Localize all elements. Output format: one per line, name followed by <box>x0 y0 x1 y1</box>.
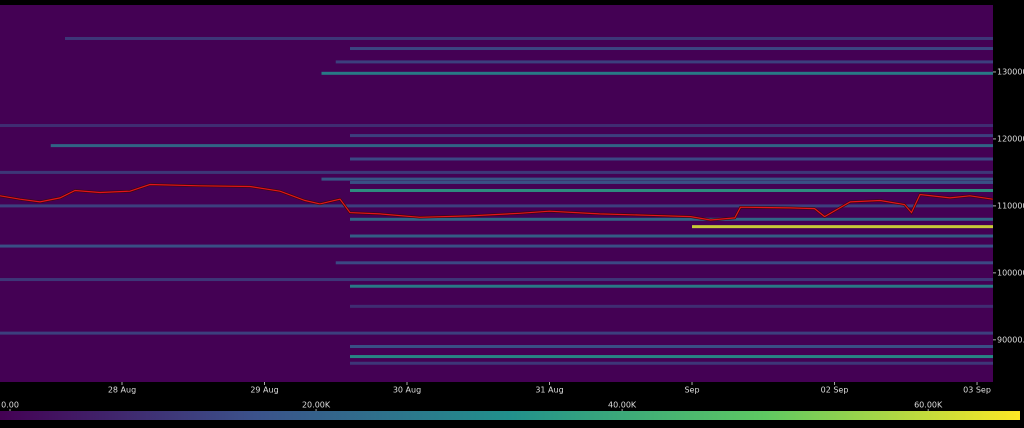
heat-band <box>350 355 993 359</box>
heat-band <box>0 124 993 128</box>
heat-band <box>0 204 993 208</box>
heat-band <box>0 278 993 282</box>
heat-band <box>335 60 994 64</box>
heat-band <box>50 144 993 148</box>
colorbar-label: 40.00K <box>608 401 637 410</box>
heat-band <box>350 47 993 51</box>
heat-band <box>321 177 994 181</box>
y-tick-label: 130000.0 <box>997 67 1024 76</box>
heat-band <box>350 217 993 221</box>
colorbar-label: 20.00K <box>302 401 331 410</box>
x-tick-label: 28 Aug <box>108 386 136 395</box>
heat-band <box>0 244 993 248</box>
x-tick-label: Sep <box>684 386 699 395</box>
heat-band <box>350 345 993 349</box>
heat-band <box>350 188 993 192</box>
heat-band <box>350 304 993 308</box>
y-tick-label: 110000.0 <box>997 201 1024 210</box>
heat-band <box>350 157 993 161</box>
heat-band <box>64 36 993 40</box>
heat-band <box>321 71 994 75</box>
heat-band <box>0 331 993 335</box>
heat-band <box>350 134 993 138</box>
x-tick-label: 02 Sep <box>821 386 849 395</box>
x-tick-label: 03 Sep <box>963 386 991 395</box>
heat-band <box>350 361 993 365</box>
heat-band <box>350 284 993 288</box>
heat-band <box>692 225 993 229</box>
y-tick-label: 120000.0 <box>997 134 1024 143</box>
colorbar-label: 60.00K <box>914 401 943 410</box>
heat-band <box>335 261 994 265</box>
heat-band <box>0 170 993 174</box>
colorbar-label: 0.00 <box>1 401 19 410</box>
colorbar <box>0 411 1020 420</box>
price-line <box>0 183 993 221</box>
heat-band <box>350 180 993 184</box>
plot-area <box>0 5 993 382</box>
y-tick-label: 100000.0 <box>997 268 1024 277</box>
heat-band <box>350 234 993 238</box>
y-tick-label: 90000.0 <box>997 335 1024 344</box>
x-tick-label: 30 Aug <box>393 386 421 395</box>
x-tick-label: 31 Aug <box>535 386 563 395</box>
x-tick-label: 29 Aug <box>250 386 278 395</box>
